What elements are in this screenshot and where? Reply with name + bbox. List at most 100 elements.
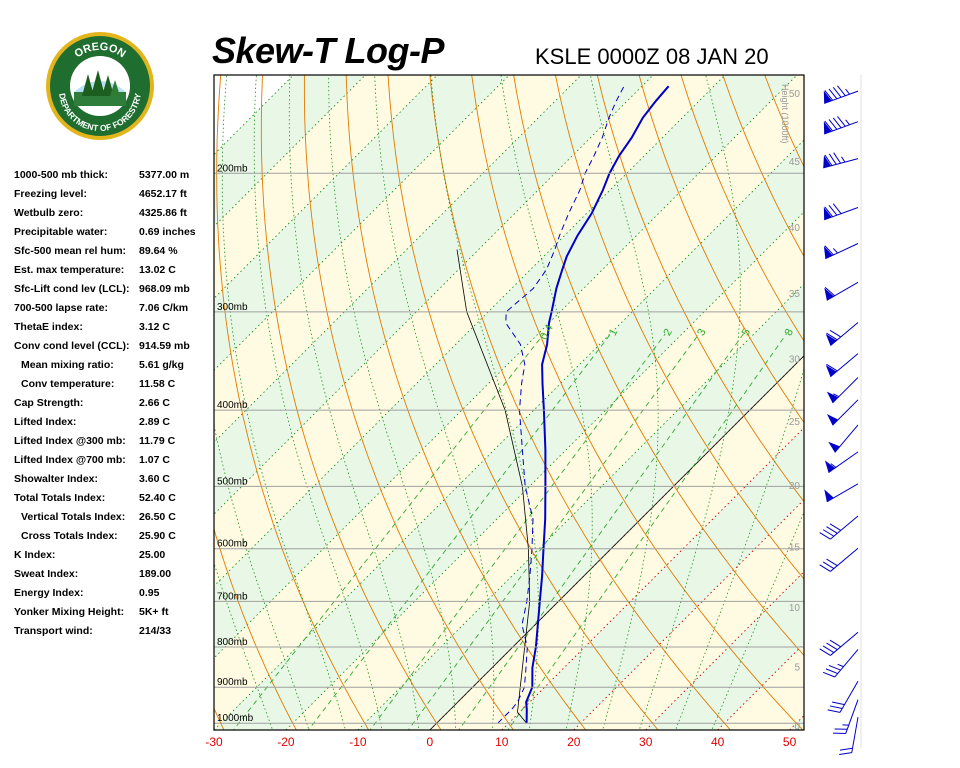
temperature-band — [214, 75, 654, 515]
isotherm-line — [789, 714, 804, 730]
wind-barb-flag — [832, 203, 842, 214]
wind-barb-staff — [851, 717, 859, 753]
index-value: 3.12 C — [139, 321, 170, 333]
wind-barb — [839, 717, 859, 756]
wind-barb-flag — [824, 206, 834, 218]
wind-barb-flag — [828, 204, 838, 216]
dry-adiabat — [387, 75, 659, 730]
wind-barb — [828, 424, 859, 453]
wind-barb-pennant — [824, 287, 834, 301]
index-value: 2.66 C — [139, 397, 170, 409]
wind-barb-flag — [837, 116, 846, 127]
index-label: ThetaE index: — [14, 321, 83, 333]
index-label: Freezing level: — [14, 188, 87, 200]
wind-barb-half-flag — [832, 248, 838, 254]
index-value: 0.95 — [139, 587, 160, 599]
height-tick-label: 15 — [789, 542, 801, 553]
dry-adiabat — [303, 75, 514, 730]
wind-barb — [827, 680, 859, 713]
index-value: 3.60 C — [139, 473, 170, 485]
wind-barb-staff — [830, 322, 859, 347]
height-tick-label: 45 — [789, 157, 801, 168]
dry-adiabat — [848, 75, 960, 730]
wind-barb — [825, 353, 859, 378]
dry-adiabat — [554, 75, 804, 580]
wind-barb-staff — [830, 515, 859, 540]
height-tick-label: 0 — [794, 722, 800, 733]
wind-barb-half-flag — [837, 663, 844, 668]
wind-barb-flag — [828, 88, 838, 100]
wind-barb-staff — [825, 243, 859, 260]
index-label: Yonker Mixing Height: — [14, 606, 125, 618]
index-value: 26.50 C — [139, 511, 176, 523]
isotherm-line — [645, 571, 804, 730]
index-value: 189.00 — [139, 568, 172, 580]
index-value: 5377.00 m — [139, 169, 190, 181]
wind-barb-pennant — [823, 207, 832, 220]
wind-barb-half-flag — [833, 393, 840, 398]
x-tick-label: 10 — [495, 735, 509, 749]
height-axis-label: Height (1000ft) — [780, 84, 790, 144]
dry-adiabat — [680, 75, 804, 342]
wind-barb-flag — [837, 85, 846, 97]
dry-adiabat — [345, 75, 587, 730]
wind-barb-staff — [824, 90, 859, 104]
station-time-label: KSLE 0000Z 08 JAN 20 — [535, 44, 769, 69]
wind-barb — [823, 116, 859, 135]
wind-barb-flag — [827, 709, 841, 713]
wind-barb-flag — [829, 639, 842, 648]
wind-barb-half-flag — [842, 724, 849, 726]
index-value: 52.40 C — [139, 492, 176, 504]
wind-barb-flag — [832, 117, 842, 129]
wind-barb-flag — [828, 664, 841, 671]
index-label: Total Totals Index: — [14, 492, 106, 504]
isobar-label: 900mb — [217, 677, 248, 688]
index-label: Precipitable water: — [14, 226, 108, 238]
wind-barb-staff — [830, 353, 859, 378]
dry-adiabat — [513, 75, 804, 657]
index-label: 700-500 lapse rate: — [14, 302, 108, 314]
dry-adiabat — [807, 75, 960, 730]
wind-barb-pennant — [826, 391, 839, 403]
wind-barb — [824, 451, 859, 473]
mixing-ratio-label: 8 — [783, 327, 796, 338]
index-label: Vertical Totals Index: — [21, 511, 126, 523]
index-value: 11.58 C — [139, 378, 176, 390]
mixing-ratio-line — [307, 333, 611, 730]
index-label: Transport wind: — [14, 625, 93, 637]
index-value: 5.61 g/kg — [139, 359, 184, 371]
index-label: Cross Totals Index: — [21, 530, 118, 542]
index-label: K Index: — [14, 549, 56, 561]
chart-title: Skew-T Log-P — [212, 30, 445, 71]
wind-barb-staff — [832, 399, 859, 426]
mixing-ratio-label: 2 — [661, 327, 674, 338]
isobar-label: 1000mb — [217, 713, 254, 724]
x-tick-label: 0 — [427, 735, 434, 749]
logo-text-top: OREGON — [72, 41, 127, 61]
wind-barb — [823, 85, 859, 104]
dry-adiabat — [471, 75, 804, 730]
height-tick-label: 25 — [789, 417, 801, 428]
index-label: Lifted Index @300 mb: — [14, 435, 126, 447]
index-value: 7.06 C/km — [139, 302, 189, 314]
index-value: 25.00 — [139, 549, 166, 561]
wind-barb-flag — [839, 752, 852, 756]
isotherm-line — [214, 139, 804, 730]
isotherm-line — [214, 75, 798, 659]
index-label: Est. max temperature: — [14, 264, 125, 276]
wind-barb-flag — [819, 564, 831, 572]
wind-barb — [825, 322, 859, 347]
x-tick-label: -30 — [205, 735, 223, 749]
wind-barb-staff — [830, 631, 859, 656]
wind-barb-flag — [839, 747, 853, 751]
dry-adiabat — [596, 75, 804, 503]
index-label: Sfc-500 mean rel hum: — [14, 245, 127, 257]
wind-barb-flag — [832, 701, 845, 706]
wind-barb — [819, 547, 859, 572]
wind-barb-flag — [828, 153, 837, 165]
plot-frame — [213, 74, 805, 731]
x-tick-label: 30 — [639, 735, 653, 749]
wind-barb-half-flag — [845, 88, 850, 95]
wind-barb-flag — [826, 526, 838, 534]
wind-barb-staff — [834, 649, 859, 678]
